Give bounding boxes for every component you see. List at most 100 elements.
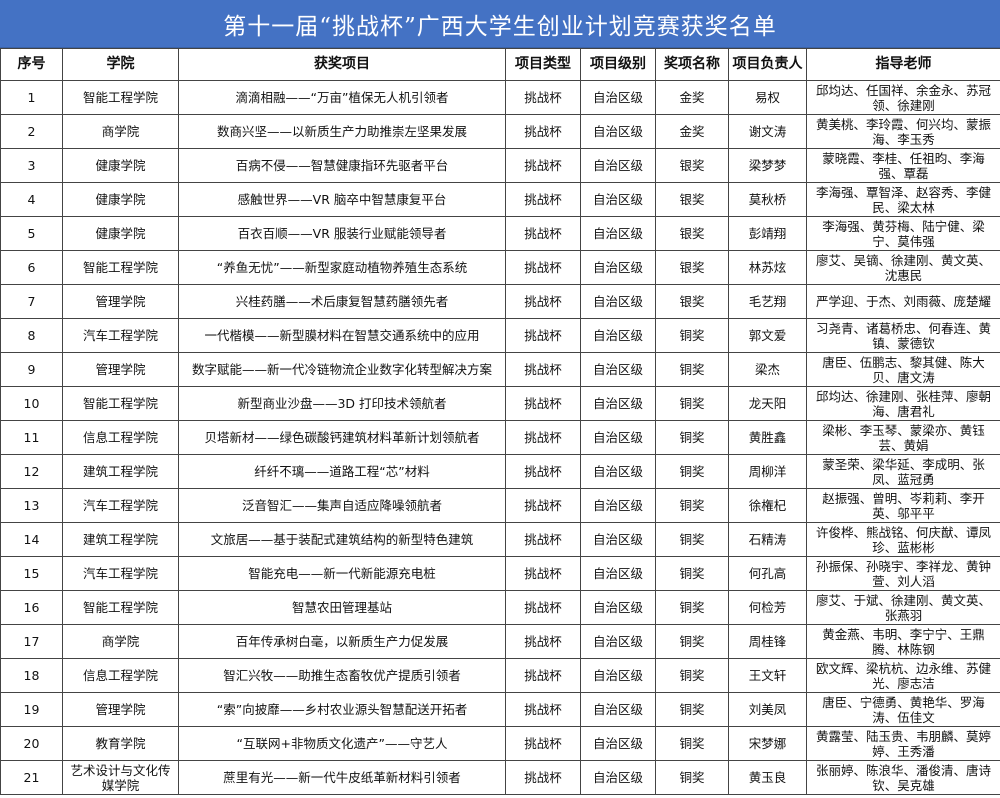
cell-college: 管理学院 — [62, 284, 179, 319]
cell-college: 信息工程学院 — [62, 658, 179, 693]
cell-project-type: 挑战杯 — [505, 318, 581, 353]
cell-advisors: 严学迎、于杰、刘雨薇、庞楚耀 — [806, 284, 1000, 319]
cell-advisors: 黄金燕、韦明、李宁宁、王鼎腾、林陈钢 — [806, 624, 1000, 659]
cell-advisors: 唐臣、伍鹏志、黎其健、陈大贝、唐文涛 — [806, 352, 1000, 387]
cell-project: 兴桂药膳——术后康复智慧药膳领先者 — [178, 284, 506, 319]
cell-college: 商学院 — [62, 114, 179, 149]
cell-project-level: 自治区级 — [580, 590, 656, 625]
cell-award: 铜奖 — [655, 318, 729, 353]
table-row: 19 管理学院 “索”向披靡——乡村农业源头智慧配送开拓者 挑战杯 自治区级 铜奖 刘美凤唐… — [0, 692, 1000, 727]
cell-college: 汽车工程学院 — [62, 488, 179, 523]
cell-project-type: 挑战杯 — [505, 114, 581, 149]
cell-index: 14 — [0, 522, 63, 557]
cell-leader: 梁杰 — [728, 352, 807, 387]
cell-award: 铜奖 — [655, 522, 729, 557]
cell-project-type: 挑战杯 — [505, 420, 581, 455]
cell-project-type: 挑战杯 — [505, 454, 581, 489]
table-header-row: 序号 学院 获奖项目 项目类型 项目级别 奖项名称 项目负责人 指导老师 — [0, 48, 1000, 81]
cell-index: 15 — [0, 556, 63, 591]
cell-index: 3 — [0, 148, 63, 183]
cell-advisors: 许俊桦、熊战铭、何庆猷、谭凤珍、蓝彬彬 — [806, 522, 1000, 557]
cell-award: 金奖 — [655, 80, 729, 115]
table-row: 6 智能工程学院 “养鱼无忧”——新型家庭动植物养殖生态系统 挑战杯 自治区级 银奖 林苏炫… — [0, 250, 1000, 285]
cell-project-level: 自治区级 — [580, 624, 656, 659]
cell-project: 新型商业沙盘——3D 打印技术领航者 — [178, 386, 506, 421]
cell-advisors: 张丽婷、陈浪华、潘俊清、唐诗钦、吴克雄 — [806, 760, 1000, 795]
cell-college: 建筑工程学院 — [62, 522, 179, 557]
cell-project-level: 自治区级 — [580, 250, 656, 285]
cell-leader: 梁梦梦 — [728, 148, 807, 183]
cell-project-type: 挑战杯 — [505, 80, 581, 115]
cell-advisors: 蒙晓霞、李桂、任祖昀、李海强、覃磊 — [806, 148, 1000, 183]
table-row: 17 商学院 百年传承树白毫，以新质生产力促发展 挑战杯 自治区级 铜奖 周桂锋 黄金燕、韦明… — [0, 624, 1000, 659]
cell-award: 铜奖 — [655, 726, 729, 761]
cell-project-level: 自治区级 — [580, 522, 656, 557]
cell-leader: 黄胜鑫 — [728, 420, 807, 455]
cell-project-type: 挑战杯 — [505, 250, 581, 285]
cell-project-level: 自治区级 — [580, 726, 656, 761]
cell-index: 11 — [0, 420, 63, 455]
cell-index: 19 — [0, 692, 63, 727]
cell-project-level: 自治区级 — [580, 148, 656, 183]
cell-project: 数字赋能——新一代冷链物流企业数字化转型解决方案 — [178, 352, 506, 387]
table-row: 7 管理学院 兴桂药膳——术后康复智慧药膳领先者 挑战杯 自治区级 银奖 毛艺翔 严学迎、于杰… — [0, 284, 1000, 319]
cell-advisors: 欧文辉、梁杭杭、边永维、苏健光、廖志洁 — [806, 658, 1000, 693]
cell-project: 百病不侵——智慧健康指环先驱者平台 — [178, 148, 506, 183]
column-header-project-level: 项目级别 — [580, 48, 656, 81]
cell-project-level: 自治区级 — [580, 658, 656, 693]
cell-index: 2 — [0, 114, 63, 149]
cell-project: 文旅居——基于装配式建筑结构的新型特色建筑 — [178, 522, 506, 557]
cell-index: 6 — [0, 250, 63, 285]
cell-project: 百衣百顺——VR 服装行业赋能领导者 — [178, 216, 506, 251]
cell-index: 17 — [0, 624, 63, 659]
cell-college: 智能工程学院 — [62, 386, 179, 421]
cell-leader: 何孔高 — [728, 556, 807, 591]
cell-award: 铜奖 — [655, 352, 729, 387]
cell-project-level: 自治区级 — [580, 692, 656, 727]
cell-project-level: 自治区级 — [580, 488, 656, 523]
cell-college: 智能工程学院 — [62, 80, 179, 115]
cell-leader: 林苏炫 — [728, 250, 807, 285]
cell-index: 21 — [0, 760, 63, 795]
column-header-project: 获奖项目 — [178, 48, 506, 81]
page-title: 第十一届“挑战杯”广西大学生创业计划竞赛获奖名单 — [0, 0, 1000, 48]
cell-leader: 郭文爱 — [728, 318, 807, 353]
cell-project: “索”向披靡——乡村农业源头智慧配送开拓者 — [178, 692, 506, 727]
cell-project-type: 挑战杯 — [505, 726, 581, 761]
cell-project-level: 自治区级 — [580, 216, 656, 251]
cell-advisors: 邱均达、任国祥、余金永、苏冠领、徐建刚 — [806, 80, 1000, 115]
table-row: 5 健康学院 百衣百顺——VR 服装行业赋能领导者 挑战杯 自治区级 银奖 彭靖翔 李海强、黄… — [0, 216, 1000, 251]
cell-index: 18 — [0, 658, 63, 693]
cell-leader: 刘美凤 — [728, 692, 807, 727]
cell-advisors: 孙振保、孙晓宇、李祥龙、黄钟萱、刘人滔 — [806, 556, 1000, 591]
table-row: 1 智能工程学院 滴滴相融——“万亩”植保无人机引领者 挑战杯 自治区级 金奖 易权 邱均达、… — [0, 80, 1000, 115]
cell-project: 蔗里有光——新一代牛皮纸革新材料引领者 — [178, 760, 506, 795]
cell-college: 健康学院 — [62, 148, 179, 183]
cell-project-type: 挑战杯 — [505, 216, 581, 251]
cell-leader: 何检芳 — [728, 590, 807, 625]
cell-college: 管理学院 — [62, 352, 179, 387]
cell-project-type: 挑战杯 — [505, 284, 581, 319]
cell-advisors: 邱均达、徐建刚、张桂萍、廖朝海、唐君礼 — [806, 386, 1000, 421]
cell-project-level: 自治区级 — [580, 284, 656, 319]
cell-project: 智慧农田管理基站 — [178, 590, 506, 625]
column-header-leader: 项目负责人 — [728, 48, 807, 81]
cell-award: 铜奖 — [655, 658, 729, 693]
cell-project-level: 自治区级 — [580, 80, 656, 115]
cell-college: 信息工程学院 — [62, 420, 179, 455]
cell-college: 汽车工程学院 — [62, 556, 179, 591]
table-row: 20 教育学院 “互联网+非物质文化遗产”——守艺人 挑战杯 自治区级 铜奖 宋梦娜 黄露莹、… — [0, 726, 1000, 761]
cell-project-type: 挑战杯 — [505, 182, 581, 217]
cell-project-type: 挑战杯 — [505, 148, 581, 183]
table-row: 15 汽车工程学院 智能充电——新一代新能源充电桩 挑战杯 自治区级 铜奖 何孔高 孙振保、孙… — [0, 556, 1000, 591]
cell-index: 13 — [0, 488, 63, 523]
table-row: 4 健康学院 感触世界——VR 脑卒中智慧康复平台 挑战杯 自治区级 银奖 莫秋桥 李海强、覃… — [0, 182, 1000, 217]
cell-award: 铜奖 — [655, 386, 729, 421]
cell-index: 5 — [0, 216, 63, 251]
column-header-advisors: 指导老师 — [806, 48, 1000, 81]
cell-index: 4 — [0, 182, 63, 217]
cell-leader: 龙天阳 — [728, 386, 807, 421]
cell-project-level: 自治区级 — [580, 352, 656, 387]
cell-leader: 彭靖翔 — [728, 216, 807, 251]
cell-project-level: 自治区级 — [580, 454, 656, 489]
